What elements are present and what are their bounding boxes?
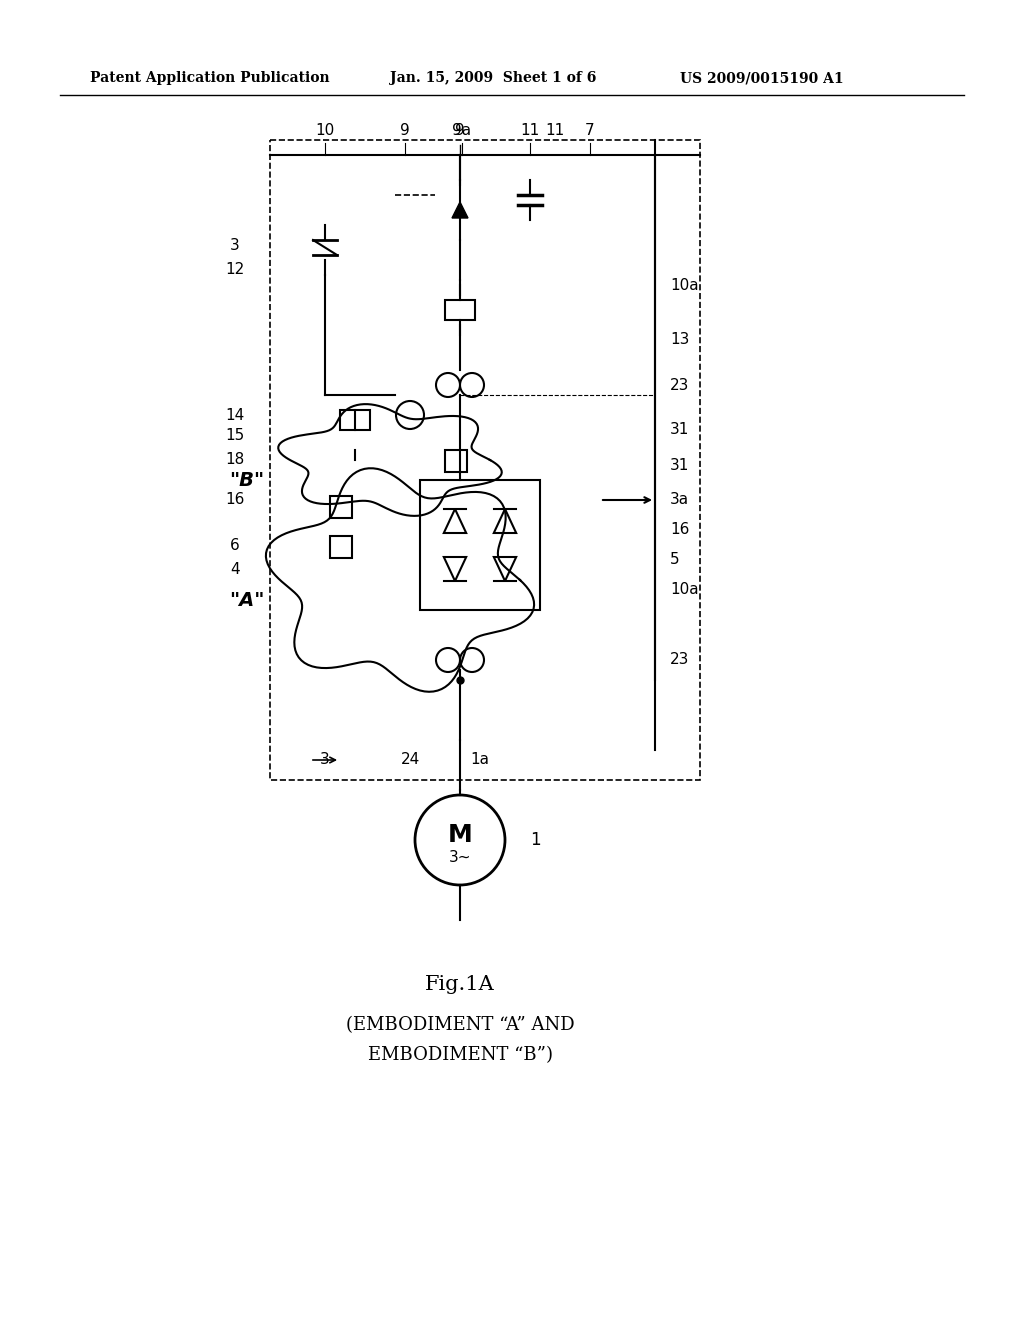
Text: Jan. 15, 2009  Sheet 1 of 6: Jan. 15, 2009 Sheet 1 of 6 [390, 71, 596, 84]
Text: 13: 13 [670, 333, 689, 347]
Bar [340, 411, 370, 430]
Text: US 2009/0015190 A1: US 2009/0015190 A1 [680, 71, 844, 84]
Text: 10a: 10a [670, 582, 698, 598]
Text: 10: 10 [315, 123, 335, 139]
Text: (EMBODIMENT “A” AND: (EMBODIMENT “A” AND [346, 1016, 574, 1034]
Text: 12: 12 [225, 263, 245, 277]
Text: 31: 31 [670, 458, 689, 473]
Text: 16: 16 [225, 492, 245, 507]
Text: 9a: 9a [453, 123, 472, 139]
Text: 31: 31 [670, 422, 689, 437]
Text: 3a: 3a [670, 492, 689, 507]
Bar [420, 480, 540, 610]
Bar [330, 496, 352, 517]
Bar [330, 536, 352, 558]
Text: 1a: 1a [470, 752, 489, 767]
Text: 9: 9 [455, 123, 465, 139]
Text: 10a: 10a [670, 277, 698, 293]
Text: Patent Application Publication: Patent Application Publication [90, 71, 330, 84]
Text: 11: 11 [546, 123, 564, 139]
Text: 15: 15 [225, 428, 245, 442]
Text: 24: 24 [400, 752, 420, 767]
Text: 9: 9 [400, 123, 410, 139]
Text: 11: 11 [520, 123, 540, 139]
Text: Fig.1A: Fig.1A [425, 975, 495, 994]
Text: 23: 23 [670, 652, 689, 668]
Text: 18: 18 [225, 453, 245, 467]
Text: 23: 23 [670, 378, 689, 392]
Text: 16: 16 [670, 523, 689, 537]
Polygon shape [452, 202, 468, 218]
Bar [445, 450, 467, 473]
Text: 4: 4 [230, 562, 240, 578]
Text: 3: 3 [230, 238, 240, 252]
Bar [445, 300, 475, 319]
Text: 1: 1 [530, 832, 541, 849]
Text: 3~: 3~ [449, 850, 471, 866]
Text: "B": "B" [229, 470, 264, 490]
Text: 5: 5 [670, 553, 680, 568]
Text: 3: 3 [321, 752, 330, 767]
Text: EMBODIMENT “B”): EMBODIMENT “B”) [368, 1045, 553, 1064]
Text: 6: 6 [230, 537, 240, 553]
Text: "A": "A" [229, 590, 264, 610]
Text: 7: 7 [585, 123, 595, 139]
Text: M: M [447, 822, 472, 847]
Text: 14: 14 [225, 408, 245, 422]
